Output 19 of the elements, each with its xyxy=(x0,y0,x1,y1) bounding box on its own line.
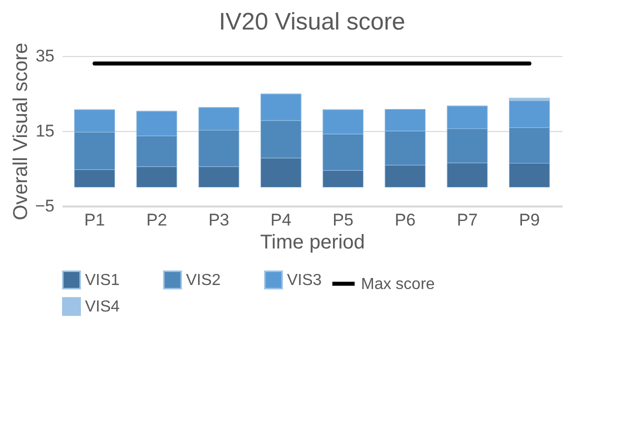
x-tick-label: P3 xyxy=(208,210,230,230)
x-tick-label: P4 xyxy=(270,210,292,230)
y-tick-label: 15 xyxy=(36,122,54,140)
chart-title: IV20 Visual score xyxy=(218,8,406,36)
y-tick-label: 35 xyxy=(36,46,54,66)
y-axis-title: Overall Visual score xyxy=(10,42,32,220)
x-tick-label: P2 xyxy=(146,210,168,230)
y-tick-label: −5 xyxy=(35,196,54,216)
legend-label: VIS1 xyxy=(85,272,120,289)
x-tick-label: P1 xyxy=(84,210,106,230)
x-axis-title: Time period xyxy=(260,232,365,254)
legend-label: VIS3 xyxy=(287,272,322,289)
legend-label: VIS2 xyxy=(186,272,221,289)
x-tick-label: P9 xyxy=(518,210,540,230)
x-tick-label: P7 xyxy=(456,210,478,230)
x-tick-label: P5 xyxy=(332,210,354,230)
x-tick-label: P6 xyxy=(394,210,416,230)
legend-label: VIS4 xyxy=(85,298,120,316)
legend-label: Max score xyxy=(361,276,435,293)
